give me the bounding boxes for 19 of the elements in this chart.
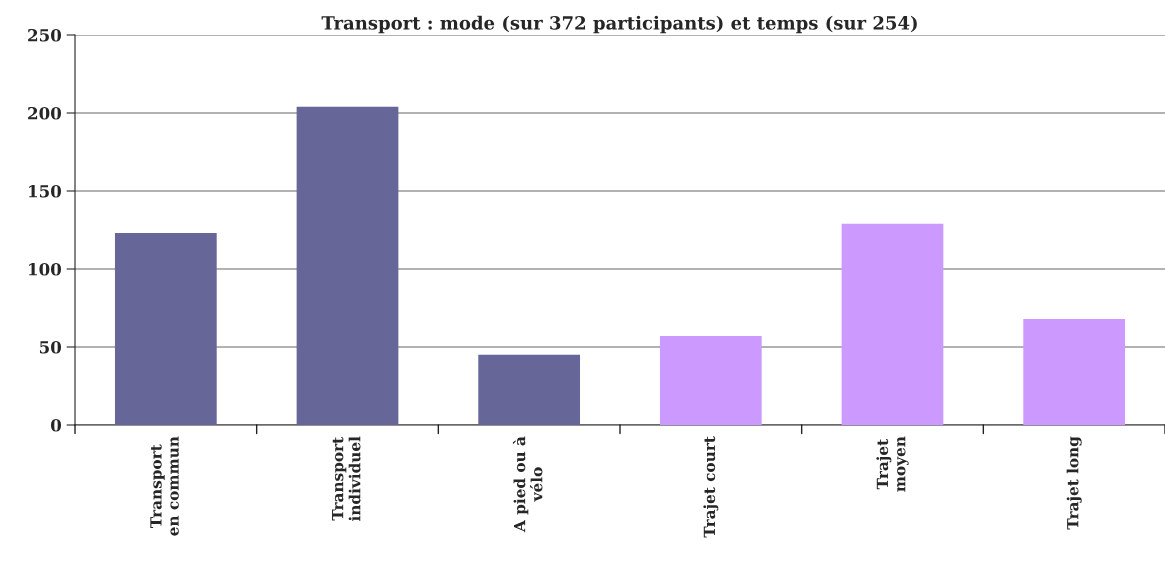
y-tick-label: 200 <box>28 106 62 120</box>
bar <box>841 223 944 425</box>
x-tick-label: Transport individuel <box>332 436 361 521</box>
bar <box>478 354 581 425</box>
y-tick-label: 0 <box>50 418 62 432</box>
y-tick-label: 250 <box>28 28 62 42</box>
y-tick-label: 150 <box>29 184 62 198</box>
bar <box>114 233 217 425</box>
y-tick-label: 50 <box>39 340 62 354</box>
x-tick-label: Transport en commun <box>150 436 179 536</box>
bar <box>1023 318 1126 425</box>
x-tick-label: Trajet court <box>703 436 719 538</box>
bar <box>296 106 399 425</box>
bar <box>659 336 762 425</box>
chart-title: Transport : mode (sur 372 participants) et temps (sur 254) <box>321 15 917 34</box>
x-tick-label: Trajet moyen <box>876 436 909 492</box>
x-tick-label: Trajet long <box>1066 436 1082 530</box>
y-tick-label: 100 <box>29 262 62 276</box>
x-tick-label: A pied ou à vélo <box>512 436 543 533</box>
